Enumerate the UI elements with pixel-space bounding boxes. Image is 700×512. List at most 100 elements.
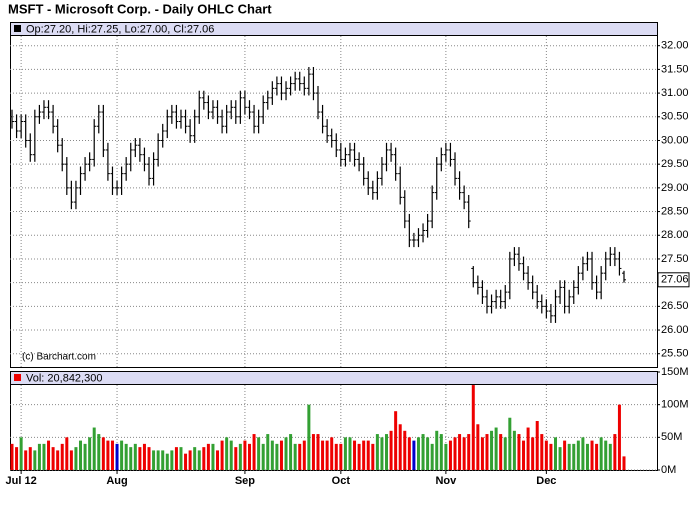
volume-bar (522, 440, 526, 470)
volume-bar (161, 450, 165, 470)
volume-bar (298, 443, 302, 470)
volume-bar (69, 450, 73, 470)
volume-bar (462, 437, 466, 470)
volume-bar (430, 443, 434, 470)
volume-bar (51, 447, 55, 470)
volume-bar (531, 437, 535, 470)
volume-bar (494, 427, 498, 470)
volume-bar (339, 443, 343, 470)
x-tick-label: Nov (435, 475, 457, 487)
y-tick-label: 25.50 (661, 348, 689, 360)
y-tick-label: 100M (661, 399, 689, 411)
volume-bar (275, 443, 279, 470)
volume-bar (362, 440, 366, 470)
volume-bar (101, 437, 105, 470)
volume-bar (174, 447, 178, 470)
volume-bar (129, 447, 133, 470)
volume-bar (343, 437, 347, 470)
volume-bar (197, 450, 201, 470)
volume-bar (544, 440, 548, 470)
volume-bar (439, 434, 443, 470)
volume-bar (142, 443, 146, 470)
volume-bar (188, 450, 192, 470)
x-tick-label: Sep (235, 475, 255, 487)
volume-bar (599, 437, 603, 470)
volume-bar (216, 450, 220, 470)
volume-bar (28, 447, 32, 470)
y-tick-label: 31.50 (661, 63, 689, 75)
volume-bar (311, 434, 315, 470)
volume-bar (512, 430, 516, 470)
volume-bar (152, 450, 156, 470)
volume-bar (407, 437, 411, 470)
volume-bar (380, 437, 384, 470)
volume-bar (316, 434, 320, 470)
volume-bar (458, 434, 462, 470)
volume-bar (613, 434, 617, 470)
volume-bar (453, 437, 457, 470)
volume-bar (238, 443, 242, 470)
y-tick-label: 28.50 (661, 205, 689, 217)
volume-bar (421, 434, 425, 470)
volume-bar (156, 450, 160, 470)
volume-bar (471, 385, 475, 470)
volume-bar (508, 417, 512, 470)
volume-bar (581, 437, 585, 470)
volume-bar (503, 437, 507, 470)
x-tick-label: Dec (536, 475, 556, 487)
volume-bar (252, 434, 256, 470)
volume-bar (147, 447, 151, 470)
price-frame (10, 22, 658, 368)
volume-bar (572, 443, 576, 470)
volume-bar (261, 443, 265, 470)
y-tick-label: 26.50 (661, 300, 689, 312)
volume-bar (247, 443, 251, 470)
y-tick-label: 150M (661, 366, 689, 378)
volume-bar (10, 443, 14, 470)
info-icon (14, 374, 21, 381)
volume-bar (608, 443, 612, 470)
volume-bar (604, 440, 608, 470)
volume-bar (234, 447, 238, 470)
y-tick-label: 29.50 (661, 158, 689, 170)
volume-bar (42, 443, 46, 470)
volume-bar (563, 440, 567, 470)
volume-bar (133, 443, 137, 470)
copyright: (c) Barchart.com (22, 352, 96, 363)
y-tick-label: 29.00 (661, 182, 689, 194)
volume-bar (79, 440, 83, 470)
volume-bar (279, 440, 283, 470)
volume-bar (389, 430, 393, 470)
volume-bar (243, 440, 247, 470)
volume-bar (220, 440, 224, 470)
volume-bar (19, 437, 23, 470)
volume-bar (366, 440, 370, 470)
ohlc-info: Op:27.20, Hi:27.25, Lo:27.00, Cl:27.06 (26, 23, 214, 35)
x-tick-label: Jul 12 (6, 475, 37, 487)
last-price-box (657, 272, 690, 288)
volume-bar (24, 450, 28, 470)
volume-bar (553, 437, 557, 470)
y-tick-label: 30.00 (661, 134, 689, 146)
y-tick-label: 50M (661, 431, 682, 443)
volume-bar (56, 450, 60, 470)
volume-bar (334, 443, 338, 470)
volume-bar (106, 440, 110, 470)
volume-bar (97, 434, 101, 470)
volume-bar (270, 440, 274, 470)
volume-bar (88, 437, 92, 470)
volume-bar (65, 437, 69, 470)
volume-bar (375, 434, 379, 470)
volume-info: Vol: 20,842,300 (26, 372, 102, 384)
volume-bar (448, 440, 452, 470)
volume-bar (576, 440, 580, 470)
volume-bar (15, 447, 19, 470)
volume-bar (622, 456, 626, 470)
volume-bar (33, 450, 37, 470)
volume-bar (526, 427, 530, 470)
volume-bar (170, 450, 174, 470)
y-tick-label: 32.00 (661, 40, 689, 52)
x-tick-label: Aug (106, 475, 127, 487)
volume-bar (403, 430, 407, 470)
